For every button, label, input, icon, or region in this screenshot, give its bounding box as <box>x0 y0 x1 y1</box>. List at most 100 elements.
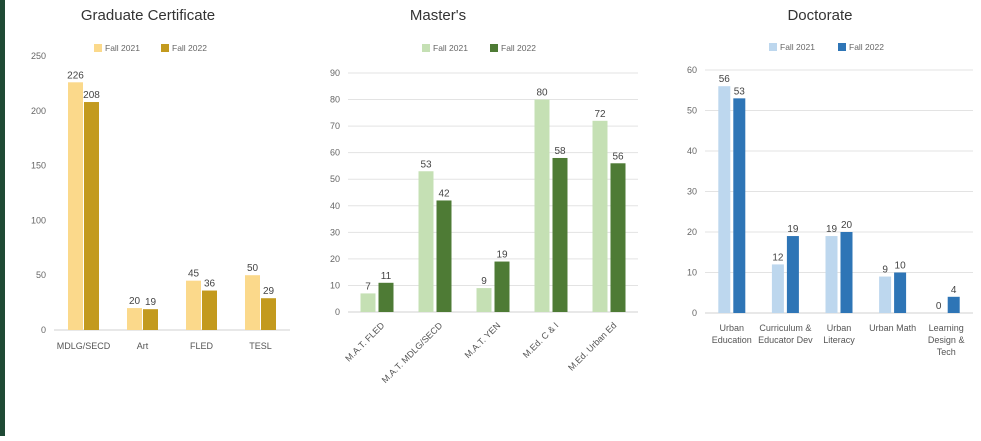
bar-value-label: 4 <box>951 285 957 296</box>
y-tick-label: 0 <box>335 307 340 317</box>
bar <box>202 290 217 330</box>
x-tick-label: M.Ed. C & I <box>521 320 561 360</box>
bar <box>378 282 394 312</box>
x-tick-label: TESL <box>249 341 272 351</box>
bar <box>610 163 626 312</box>
masters-svg: Master's Fall 2021 Fall 2022 0 10 20 30 40 50… <box>330 7 638 385</box>
graduate-certificate-chart: Graduate Certificate Fall 2021 Fall 2022… <box>8 0 308 441</box>
bar <box>825 236 838 313</box>
x-tick-label: Learning Design & Tech <box>928 323 965 357</box>
bar-value-label: 9 <box>481 276 487 287</box>
bar <box>360 293 376 312</box>
x-tick-label: MDLG/SECD <box>57 341 111 351</box>
y-tick-label: 60 <box>687 65 697 75</box>
legend-swatch-fall-2022 <box>490 44 498 52</box>
y-tick-label: 150 <box>31 161 46 171</box>
bar <box>894 272 907 313</box>
y-tick-label: 50 <box>330 174 340 184</box>
x-tick-label: M.Ed. Urban Ed <box>566 320 618 372</box>
bar <box>143 309 158 330</box>
bar <box>552 157 568 312</box>
x-tick-label: Urban Math <box>869 323 916 333</box>
legend-swatch-fall-2021 <box>769 43 777 51</box>
bar <box>186 280 201 330</box>
y-tick-label: 200 <box>31 106 46 116</box>
legend-label-fall-2021: Fall 2021 <box>433 43 468 53</box>
bar-value-label: 19 <box>145 297 157 308</box>
bar <box>476 288 492 312</box>
bar-value-label: 53 <box>734 86 746 97</box>
bar-value-label: 10 <box>895 261 907 272</box>
y-tick-label: 100 <box>31 215 46 225</box>
legend-label-fall-2021: Fall 2021 <box>105 43 140 53</box>
doctorate-chart: Doctorate Fall 2021 Fall 2022 0 10 20 30 40 5… <box>648 0 981 441</box>
bar <box>245 275 260 330</box>
legend-label-fall-2022: Fall 2022 <box>501 43 536 53</box>
bar-value-label: 56 <box>719 74 731 85</box>
bar-value-label: 45 <box>188 269 200 280</box>
bar <box>418 171 434 312</box>
legend-swatch-fall-2021 <box>94 44 102 52</box>
bar <box>786 236 799 313</box>
x-tick-label: Art <box>137 341 149 351</box>
bar-value-label: 29 <box>263 286 275 297</box>
y-tick-label: 30 <box>687 187 697 197</box>
accent-bar <box>0 0 5 436</box>
bar-value-label: 226 <box>67 70 84 81</box>
bar <box>592 120 608 312</box>
legend-label-fall-2022: Fall 2022 <box>849 42 884 52</box>
bar-value-label: 19 <box>496 250 508 261</box>
y-tick-label: 60 <box>330 148 340 158</box>
y-tick-label: 70 <box>330 121 340 131</box>
y-tick-label: 90 <box>330 68 340 78</box>
legend: Fall 2021 Fall 2022 <box>94 43 207 53</box>
y-tick-label: 50 <box>36 270 46 280</box>
bar <box>84 102 99 330</box>
x-tick-label: M.A.T. YEN <box>463 320 503 360</box>
y-tick-label: 50 <box>687 106 697 116</box>
y-tick-label: 20 <box>330 254 340 264</box>
bar-value-label: 72 <box>594 109 606 120</box>
bar-value-label: 80 <box>536 88 548 99</box>
bar <box>947 296 960 313</box>
bar <box>68 82 83 330</box>
x-tick-label: Curriculum & Educator Dev <box>758 323 813 345</box>
bar-value-label: 20 <box>129 296 141 307</box>
legend: Fall 2021 Fall 2022 <box>769 42 884 52</box>
bar-value-label: 7 <box>365 281 371 292</box>
x-tick-label: Urban Literacy <box>823 323 855 345</box>
y-tick-label: 30 <box>330 227 340 237</box>
legend-swatch-fall-2021 <box>422 44 430 52</box>
bar-value-label: 53 <box>420 159 432 170</box>
legend-label-fall-2021: Fall 2021 <box>780 42 815 52</box>
bar <box>733 98 746 313</box>
y-tick-label: 10 <box>330 280 340 290</box>
bar <box>534 99 550 312</box>
bar-value-label: 0 <box>936 301 942 312</box>
bar <box>840 232 853 313</box>
bar <box>127 308 142 330</box>
doctorate-svg: Doctorate Fall 2021 Fall 2022 0102030405… <box>687 7 973 357</box>
chart-title: Graduate Certificate <box>81 7 215 24</box>
bar <box>436 200 452 312</box>
bar-value-label: 208 <box>83 90 100 101</box>
masters-chart: Master's Fall 2021 Fall 2022 0 10 20 30 40 50… <box>308 0 648 441</box>
x-tick-label: M.A.T. FLED <box>343 320 386 363</box>
bar-value-label: 42 <box>438 188 450 199</box>
chart-title: Master's <box>410 7 466 24</box>
y-tick-label: 0 <box>692 308 697 318</box>
legend-label-fall-2022: Fall 2022 <box>172 43 207 53</box>
bar <box>718 86 731 313</box>
y-tick-label: 40 <box>330 201 340 211</box>
legend-swatch-fall-2022 <box>838 43 846 51</box>
bar-value-label: 12 <box>772 252 784 263</box>
bar <box>771 264 784 313</box>
bar-value-label: 20 <box>841 220 853 231</box>
y-tick-label: 0 <box>41 325 46 335</box>
legend: Fall 2021 Fall 2022 <box>422 43 536 53</box>
bar-value-label: 11 <box>381 271 392 282</box>
bar <box>494 261 510 312</box>
legend-swatch-fall-2022 <box>161 44 169 52</box>
bar <box>879 276 892 313</box>
bar-value-label: 50 <box>247 263 259 274</box>
